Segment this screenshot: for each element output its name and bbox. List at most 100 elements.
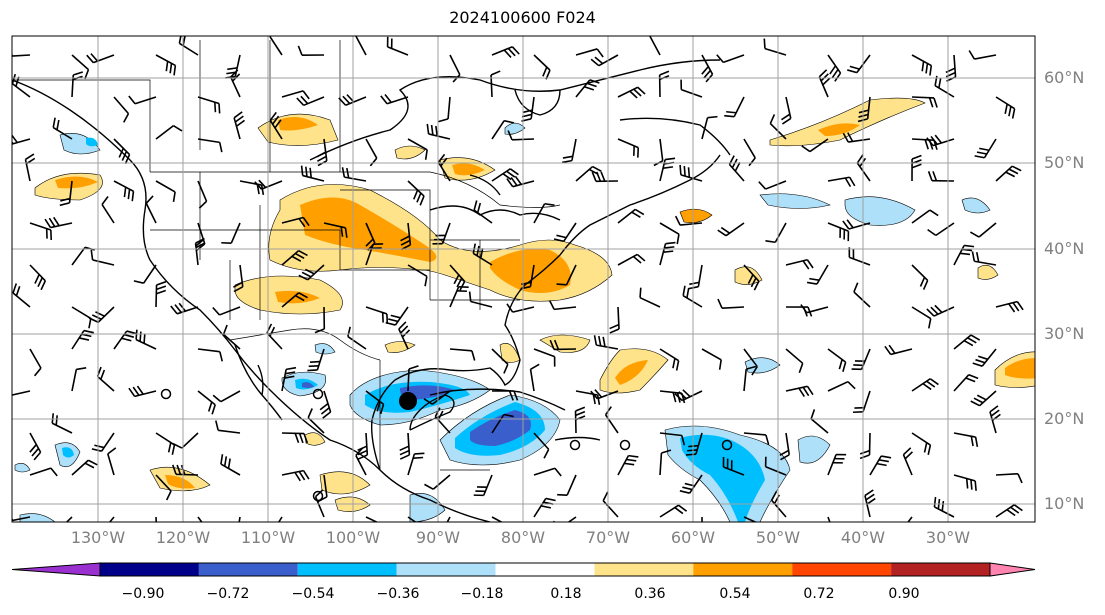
wind-barb bbox=[566, 474, 577, 496]
wind-barb-flag bbox=[507, 130, 513, 141]
wind-barb bbox=[281, 90, 304, 98]
wind-barb-flag bbox=[685, 453, 697, 456]
colorbar-frame bbox=[99, 562, 991, 577]
wind-barb bbox=[470, 300, 493, 308]
wind-barb-flag bbox=[976, 394, 987, 401]
wind-barb bbox=[12, 292, 31, 308]
wind-barb-flag bbox=[842, 220, 850, 230]
wind-barb-flag bbox=[781, 117, 792, 125]
wind-barb-flag bbox=[974, 436, 979, 448]
wind-barb-flag bbox=[513, 390, 519, 401]
wind-barb-flag bbox=[544, 202, 555, 206]
wind-barb-flag bbox=[1008, 168, 1019, 175]
wind-barb-flag bbox=[300, 165, 304, 176]
wind-barb-flag bbox=[52, 117, 56, 128]
wind-barb-flag bbox=[968, 50, 976, 60]
wind-barb-flag bbox=[400, 239, 411, 246]
wind-barb-flag bbox=[703, 69, 712, 79]
wind-barb bbox=[449, 348, 472, 352]
wind-barb-flag bbox=[195, 239, 204, 247]
wind-barb bbox=[407, 368, 410, 392]
wind-barb bbox=[723, 54, 745, 64]
wind-barb bbox=[533, 203, 546, 224]
wind-barb-flag bbox=[781, 113, 791, 121]
wind-barb-flag bbox=[379, 404, 385, 415]
wind-barb-flag bbox=[60, 197, 71, 202]
wind-barb-flag bbox=[170, 305, 178, 315]
wind-barb bbox=[771, 499, 787, 518]
colorbar-swatch bbox=[693, 563, 793, 576]
wind-barb-flag bbox=[806, 259, 814, 269]
wind-barb-flag bbox=[269, 326, 276, 337]
wind-barb-flag bbox=[195, 237, 205, 244]
wind-barb-flag bbox=[398, 321, 407, 330]
wind-barb-flag bbox=[549, 339, 555, 350]
wind-barb-flag bbox=[902, 447, 912, 456]
wind-barb-flag bbox=[662, 166, 674, 169]
wind-barb-flag bbox=[923, 442, 928, 453]
wind-barb-flag bbox=[844, 177, 852, 188]
wind-barb-flag bbox=[227, 539, 237, 541]
wind-barb bbox=[197, 516, 203, 522]
wind-barb-flag bbox=[758, 181, 767, 190]
wind-barb bbox=[197, 138, 220, 144]
wind-barb bbox=[234, 54, 241, 77]
political-borders bbox=[12, 40, 561, 471]
wind-barb-flag bbox=[979, 147, 990, 152]
wind-barb-flag bbox=[970, 479, 973, 490]
wind-barb-flag bbox=[40, 280, 47, 291]
wind-barb bbox=[432, 474, 451, 490]
wind-barb-flag bbox=[562, 155, 573, 159]
wind-barb-flag bbox=[1008, 303, 1016, 313]
wind-barb-flag bbox=[575, 406, 586, 412]
wind-barb-flag bbox=[976, 151, 987, 155]
wind-barb-flag bbox=[424, 149, 428, 160]
wind-barb-flag bbox=[834, 72, 842, 82]
wind-barb-flag bbox=[55, 415, 58, 426]
wind-barb-flag bbox=[424, 276, 428, 287]
wind-barb-flag bbox=[1011, 108, 1016, 119]
wind-barb-flag bbox=[305, 166, 308, 177]
wind-barb-flag bbox=[357, 449, 368, 456]
wind-barb-flag bbox=[1004, 103, 1008, 114]
wind-barb-flag bbox=[770, 491, 778, 501]
wind-barb-flag bbox=[926, 137, 934, 147]
wind-barb-flag bbox=[591, 171, 597, 182]
wind-barb bbox=[856, 162, 871, 182]
wind-barb-flag bbox=[689, 281, 700, 286]
wind-barb-flag bbox=[296, 97, 305, 106]
wind-barb-flag bbox=[128, 95, 136, 105]
wind-barb-flag bbox=[1008, 106, 1012, 117]
wind-barb-flag bbox=[753, 280, 760, 291]
wind-barb-flag bbox=[357, 454, 368, 460]
wind-barb-flag bbox=[44, 218, 52, 228]
wind-barb bbox=[596, 344, 619, 350]
wind-barb bbox=[92, 259, 115, 266]
wind-barb-flag bbox=[629, 90, 638, 99]
wind-barb bbox=[223, 333, 241, 350]
wind-barb-flag bbox=[683, 166, 686, 177]
wind-barb-flag bbox=[682, 389, 691, 398]
wind-barb-flag bbox=[800, 304, 808, 314]
wind-barb-flag bbox=[269, 111, 277, 121]
wind-barb-flag bbox=[118, 148, 125, 158]
wind-barb bbox=[774, 222, 787, 243]
wind-barb bbox=[764, 47, 787, 56]
wind-barb-flag bbox=[506, 170, 516, 178]
lon-label: 110°W bbox=[240, 528, 296, 547]
wind-barb-flag bbox=[802, 260, 810, 270]
wind-barb-flag bbox=[468, 291, 472, 302]
wind-barb-flag bbox=[453, 274, 460, 285]
wind-barb bbox=[785, 348, 804, 364]
wind-barb-flag bbox=[724, 114, 735, 118]
wind-barb bbox=[983, 138, 997, 159]
wind-barb-flag bbox=[514, 175, 522, 185]
wind-barb bbox=[155, 180, 176, 193]
wind-barb-flag bbox=[84, 69, 90, 80]
wind-barb-flag bbox=[672, 358, 676, 369]
wind-barb-flag bbox=[133, 280, 144, 284]
wind-barb-flag bbox=[765, 434, 770, 445]
wind-barb-flag bbox=[928, 97, 934, 108]
wind-barb-flag bbox=[317, 155, 327, 162]
wind-barb-flag bbox=[121, 337, 132, 342]
